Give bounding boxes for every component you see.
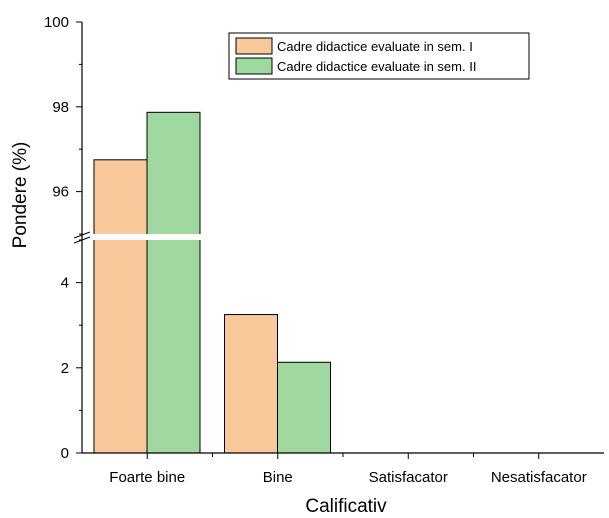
bar-2-foarte-bine [146, 111, 201, 454]
ticks-group: Foarte bine Bine Satisfacator Nesatisfacato… [44, 14, 587, 486]
x-tick-label: Satisfacator [369, 469, 448, 486]
x-tick-label: Nesatisfacator [491, 469, 587, 486]
legend-label-2: Cadre didactice evaluate in sem. II [277, 59, 476, 74]
y-tick-label: 98 [52, 99, 69, 116]
legend-box [228, 32, 530, 80]
y-axis-title: Pondere (%) [10, 142, 31, 249]
break-gap [74, 234, 604, 240]
legend: Cadre didactice evaluate in sem. I Cadre … [228, 32, 530, 80]
x-tick-label: Foarte bine [109, 469, 185, 486]
x-axis-title: Calificativ [305, 496, 387, 517]
y-tick-label: 0 [61, 445, 69, 462]
bars-group [93, 111, 331, 454]
bar-1-foarte-bine [93, 159, 148, 454]
y-tick-label: 2 [61, 360, 69, 377]
legend-swatch-1 [235, 37, 273, 55]
x-tick-label: Bine [263, 469, 293, 486]
y-tick-label: 96 [52, 184, 69, 201]
y-tick-label: 100 [44, 14, 69, 31]
bar-2-bine [277, 361, 331, 454]
y-tick-label: 4 [61, 275, 69, 292]
legend-swatch-2 [235, 57, 273, 75]
legend-label-1: Cadre didactice evaluate in sem. I [277, 39, 473, 54]
bar-1-bine [224, 314, 278, 454]
